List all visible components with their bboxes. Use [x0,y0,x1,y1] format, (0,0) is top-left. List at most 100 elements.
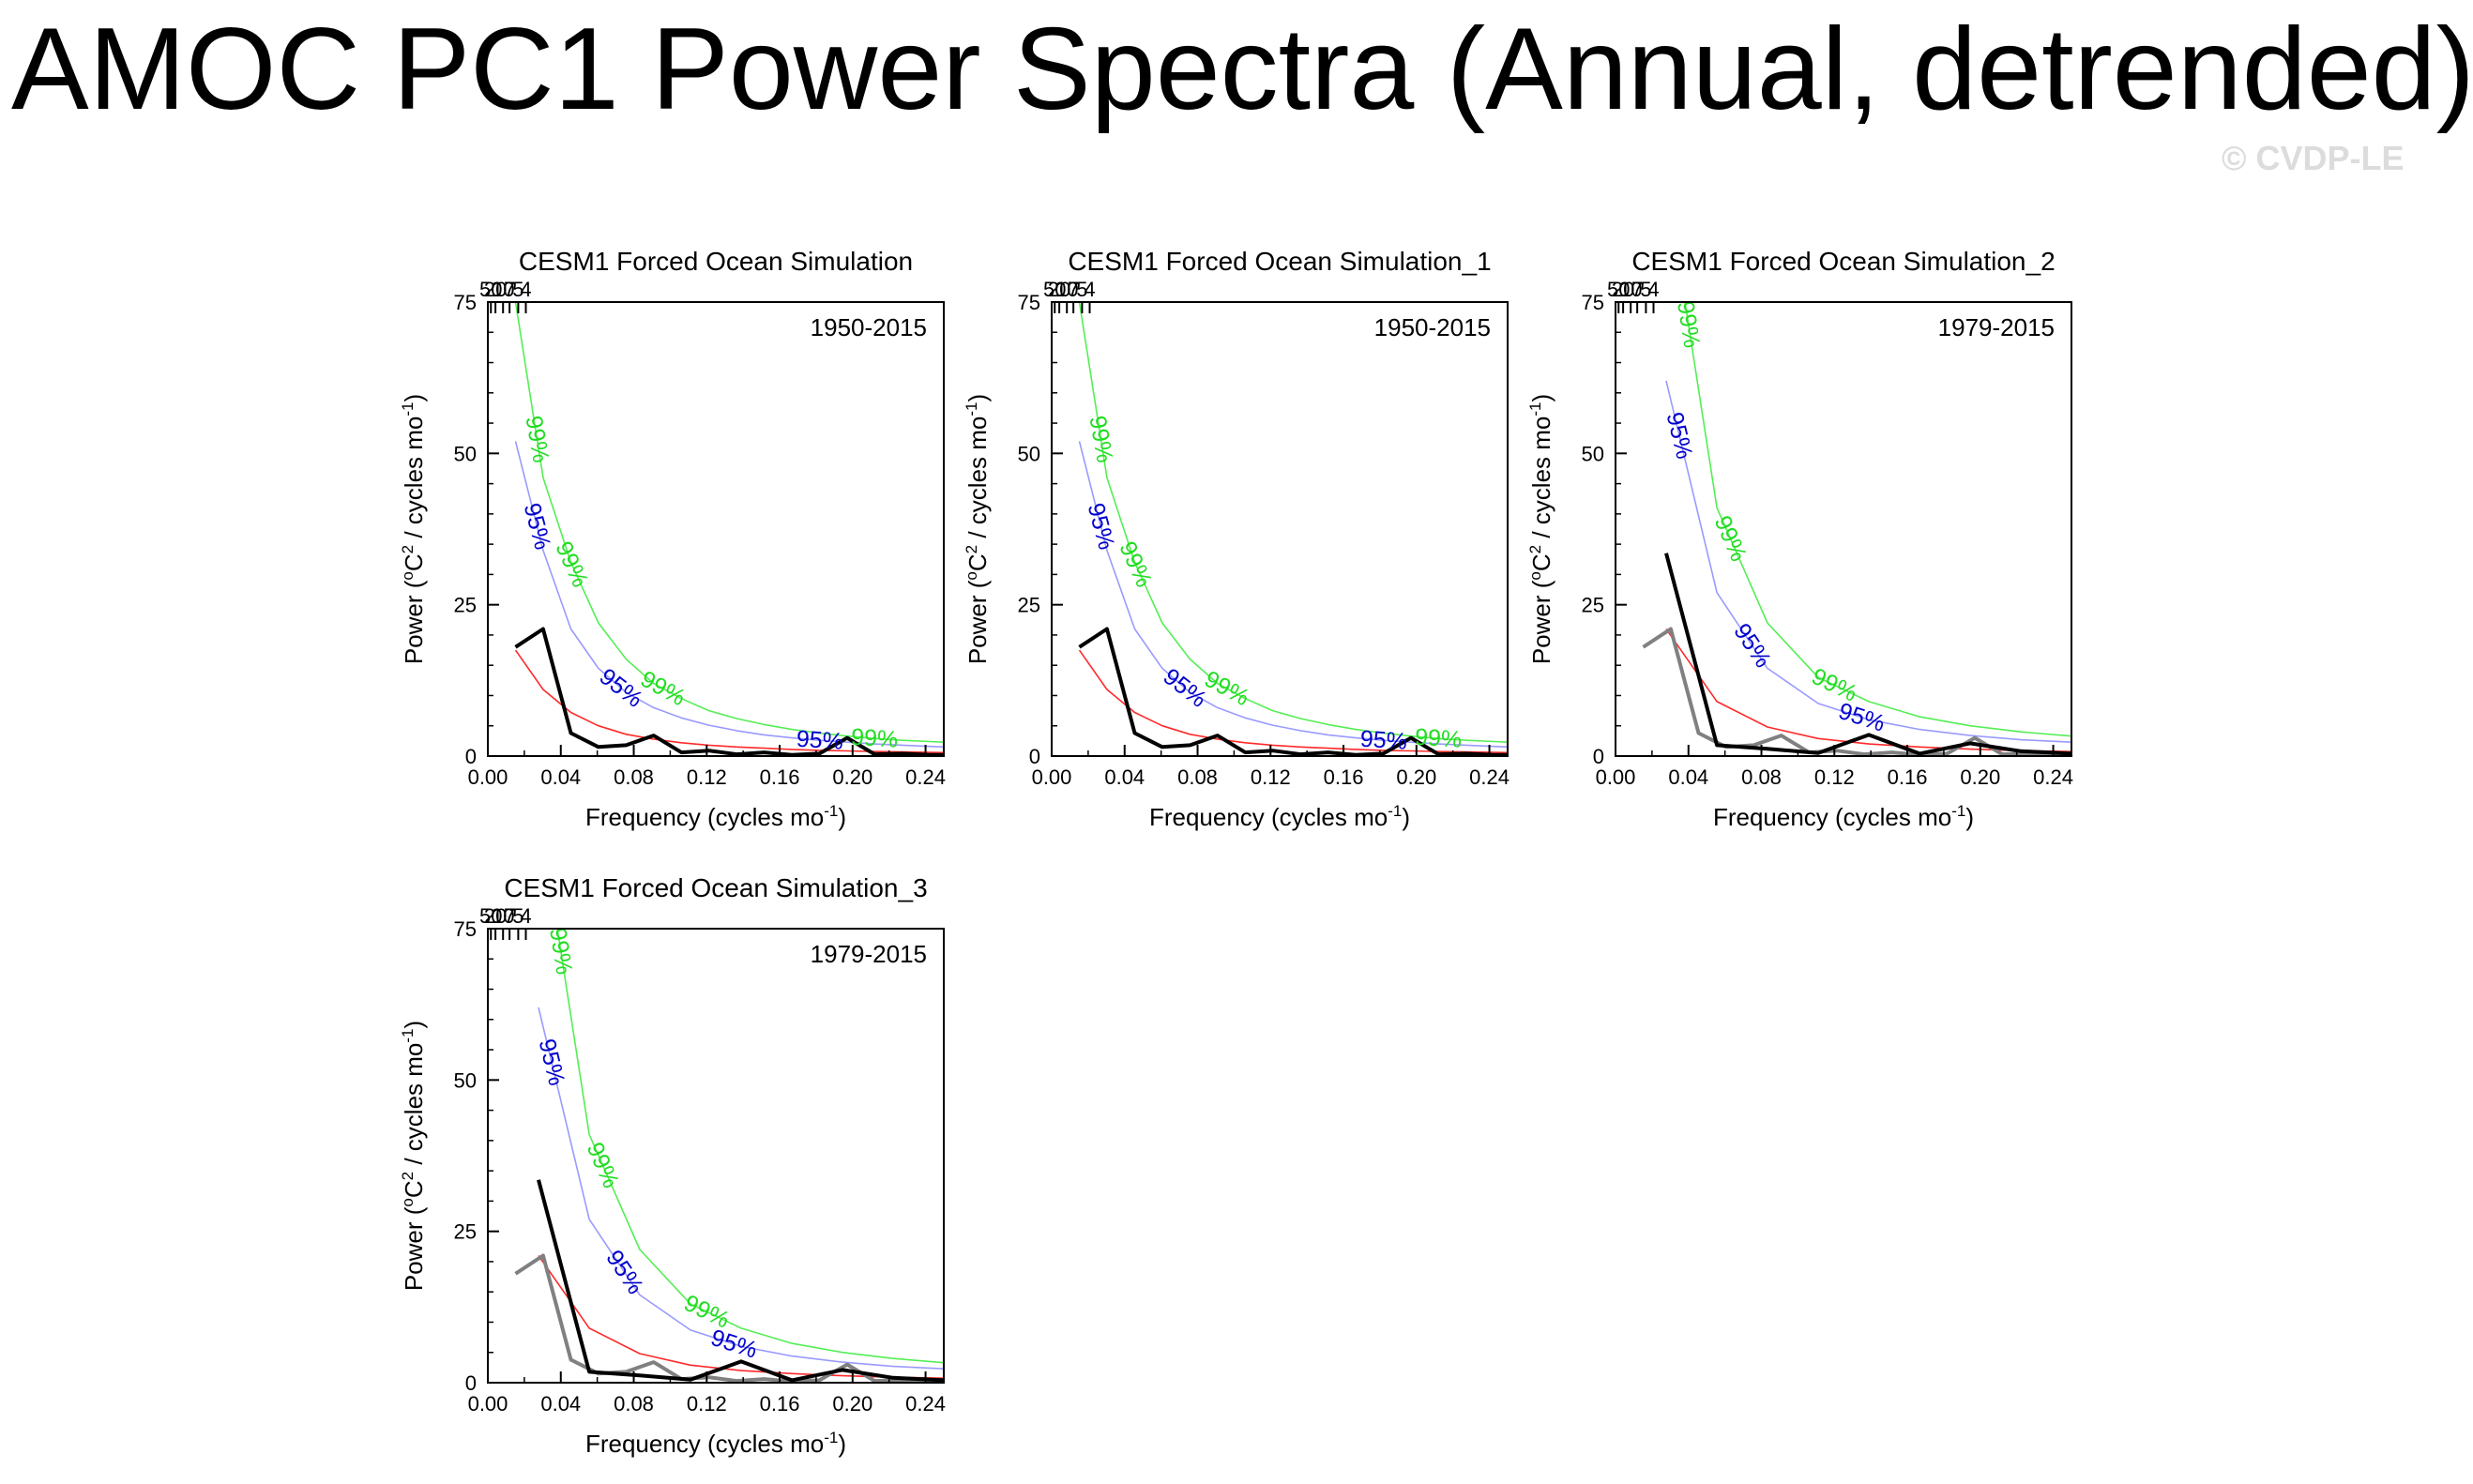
plot-area [1078,302,1508,756]
period-range-label: 1950-2015 [811,313,927,341]
panel-title: CESM1 Forced Ocean Simulation_3 [504,873,927,902]
period-tick-label: 50 [479,904,502,928]
series-line-spectrum [537,1179,944,1383]
period-tick-label: 10 [492,904,514,928]
x-tick-label: 0.24 [905,765,946,789]
plot-frame [487,301,945,757]
panel-title: CESM1 Forced Ocean Simulation [519,247,913,276]
y-tick-label: 50 [454,442,477,465]
x-axis-title: Frequency (cycles mo-1) [585,1429,846,1458]
y-tick-label: 75 [454,291,477,314]
series-line-99 [1078,302,1508,743]
spectrum-panel-4: 99%99%99%95%95%95%0.00 0.04 0.08 0.12 0.16 0.… [399,873,946,1458]
x-tick-label: 0.24 [2033,765,2073,789]
x-tick-label: 0.16 [1324,765,1364,789]
x-tick-label: 0.00 [1596,765,1636,789]
x-axis-title: Frequency (cycles mo-1) [1713,802,1974,831]
y-axis-title: Power (oC2 / cycles mo-1) [399,394,428,664]
sig95-label-3: 95% [707,1325,760,1364]
plot-area [514,302,944,756]
period-tick-label: 7 [1068,278,1079,301]
watermark: © CVDP-LE [2222,139,2405,177]
series-line-reference [1642,627,2071,756]
sig95-label-3: 95% [1835,698,1888,737]
sig95-label-1: 95% [519,500,556,553]
y-tick-label: 0 [465,1371,477,1395]
sig99-label-1: 99% [1084,414,1117,464]
x-tick-label: 0.00 [468,1392,508,1416]
sig99-label-1: 99% [1672,299,1705,350]
sig95-label-1: 95% [1083,500,1120,553]
x-tick-label: 0.20 [832,765,872,789]
y-tick-label: 25 [454,594,477,617]
x-tick-label: 0.12 [1814,765,1855,789]
x-tick-label: 0.00 [468,765,508,789]
page-title: AMOC PC1 Power Spectra (Annual, detrende… [11,5,2473,134]
y-tick-label: 75 [1582,291,1604,314]
sig99-label-1: 99% [544,926,577,977]
series-line-99 [1684,302,2071,737]
period-tick-label: 10 [1055,278,1078,301]
period-range-label: 1979-2015 [1938,313,2055,341]
period-tick-label: 4 [520,278,531,301]
period-tick-label: 7 [504,278,515,301]
period-tick-label: 7 [1631,278,1643,301]
plot-frame [1051,301,1509,757]
series-line-95 [1078,441,1508,749]
y-tick-label: 25 [1018,594,1040,617]
period-tick-label: 4 [520,904,531,928]
plot-frame [1615,301,2072,757]
series-line-99 [556,929,944,1364]
panel-title: CESM1 Forced Ocean Simulation_1 [1068,247,1491,276]
series-line-95 [514,441,944,749]
series-line-spectrum [514,627,944,756]
sig99-label-4: 99% [1414,724,1463,753]
sig95-label-3: 95% [1359,726,1408,755]
period-tick-label: 20 [1612,278,1634,301]
x-axis-title: Frequency (cycles mo-1) [585,802,846,831]
spectrum-panel-1: 99%99%99%99%95%95%95%0.00 0.04 0.08 0.12 0.1… [399,247,946,831]
series-line-spectrum [1664,553,2071,756]
y-tick-label: 0 [1029,745,1040,768]
panel-title: CESM1 Forced Ocean Simulation_2 [1631,247,2055,276]
sig99-label-2: 99% [550,538,593,591]
period-tick-label: 4 [1647,278,1659,301]
period-tick-label: 20 [484,904,507,928]
x-tick-label: 0.16 [760,1392,800,1416]
period-tick-label: 10 [1619,278,1642,301]
period-tick-label: 50 [1043,278,1066,301]
x-tick-label: 0.20 [1396,765,1436,789]
sig99-label-4: 99% [850,724,899,753]
x-tick-label: 0.00 [1032,765,1072,789]
y-tick-label: 50 [1582,442,1604,465]
period-tick-label: 5 [1076,278,1087,301]
sig95-label-3: 95% [796,726,844,755]
y-tick-label: 25 [454,1220,477,1244]
x-tick-label: 0.08 [1741,765,1782,789]
series-line-reference [514,1253,944,1383]
period-tick-label: 50 [1607,278,1630,301]
sig99-label-2: 99% [1114,538,1157,591]
x-tick-label: 0.24 [905,1392,946,1416]
series-line-spectrum [1078,627,1508,756]
series-line-95 [538,1007,944,1370]
x-tick-label: 0.08 [614,765,654,789]
x-tick-label: 0.04 [1104,765,1145,789]
spectrum-panel-3: 99%99%99%95%95%95%0.00 0.04 0.08 0.12 0.16 0.… [1526,247,2073,831]
period-tick-label: 20 [484,278,507,301]
sig99-label-2: 99% [1709,512,1752,566]
x-tick-label: 0.08 [1177,765,1218,789]
period-tick-label: 4 [1084,278,1095,301]
x-tick-label: 0.16 [1888,765,1928,789]
x-tick-label: 0.08 [614,1392,654,1416]
y-tick-label: 75 [454,917,477,941]
period-tick-label: 10 [492,278,514,301]
spectrum-panel-2: 99%99%99%99%95%95%95%0.00 0.04 0.08 0.12 0.1… [963,247,1510,831]
period-tick-label: 5 [1640,278,1651,301]
sig95-label-2: 95% [600,1246,648,1299]
x-tick-label: 0.04 [1668,765,1708,789]
y-tick-label: 0 [1593,745,1604,768]
x-axis-title: Frequency (cycles mo-1) [1149,802,1410,831]
y-tick-label: 50 [454,1068,477,1092]
x-tick-label: 0.12 [687,1392,727,1416]
